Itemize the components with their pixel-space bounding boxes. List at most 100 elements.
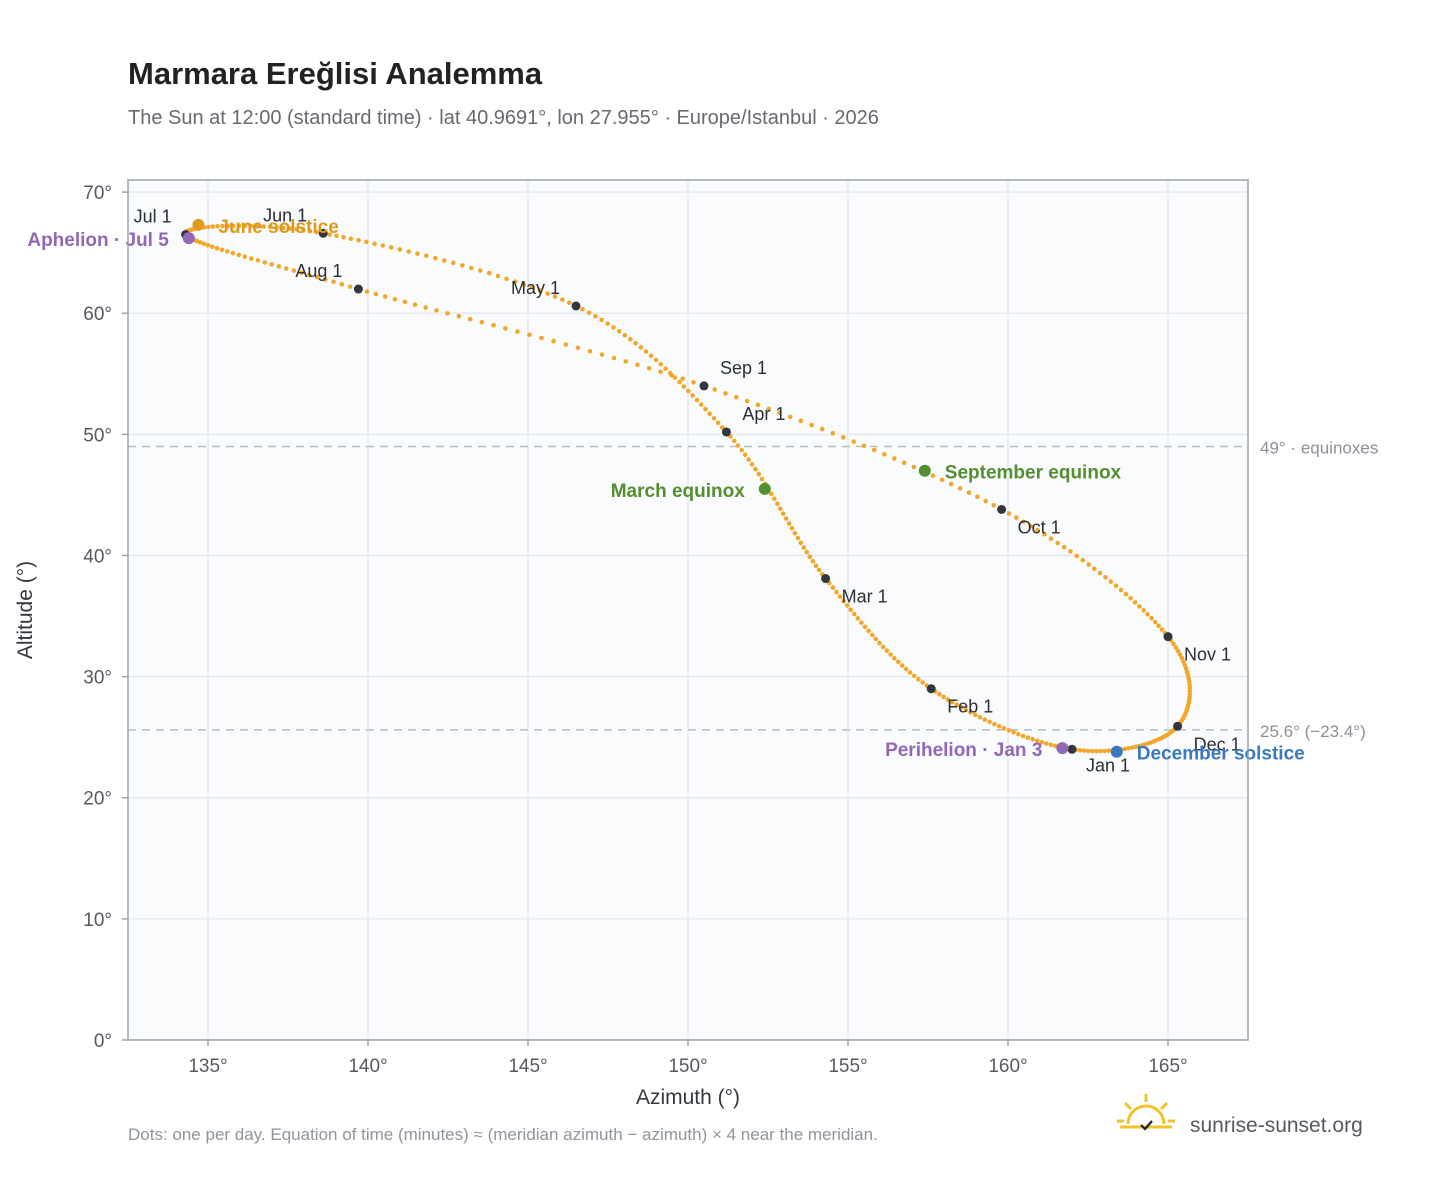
day-dot [1021, 519, 1026, 525]
day-dot [813, 563, 819, 568]
sun-logo-icon [1117, 1094, 1175, 1131]
day-dot [801, 545, 807, 550]
day-dot [231, 223, 236, 229]
day-dot [225, 249, 230, 254]
day-dot [479, 319, 485, 325]
day-dot [1035, 527, 1040, 533]
month-marker [318, 228, 328, 238]
month-marker [721, 427, 731, 437]
day-dot [1108, 579, 1114, 584]
footnote: Dots: one per day. Equation of time (min… [128, 1125, 878, 1144]
day-dot [1126, 746, 1131, 751]
day-dot [495, 273, 501, 279]
day-dot [690, 393, 695, 398]
day-dot [433, 255, 438, 261]
day-dot [611, 325, 616, 330]
day-dot [911, 464, 917, 470]
day-dot [242, 254, 248, 259]
day-dot [373, 291, 379, 297]
day-dot [892, 456, 897, 461]
day-dot [707, 411, 712, 417]
day-dot [861, 443, 867, 449]
day-dot [945, 697, 951, 702]
day-dot [901, 460, 907, 466]
day-dot [294, 227, 300, 232]
day-dot [214, 245, 220, 251]
day-dot [1137, 604, 1142, 609]
day-dot [769, 491, 774, 497]
day-dot [521, 282, 526, 287]
day-dot [859, 620, 864, 625]
month-label: Apr 1 [742, 404, 785, 424]
day-dot [1106, 748, 1111, 753]
reference-line-label: 25.6° (−23.4°) [1260, 722, 1366, 741]
day-dot [236, 252, 242, 258]
day-dot [424, 253, 429, 259]
day-dot [1094, 748, 1099, 754]
day-dot [680, 376, 685, 382]
day-dot [1175, 648, 1181, 654]
day-dot [1156, 623, 1161, 629]
day-dot [307, 272, 312, 278]
day-dot [599, 317, 604, 323]
day-dot [388, 245, 394, 250]
day-dot [968, 710, 973, 715]
day-dot [364, 239, 369, 245]
day-dot [653, 357, 659, 363]
day-dot [1137, 743, 1142, 749]
day-dot [851, 439, 856, 444]
day-dot [966, 490, 972, 495]
day-dot [973, 712, 978, 718]
day-dot [236, 223, 242, 229]
day-dot [884, 648, 890, 653]
day-dot [739, 447, 744, 453]
day-dot [882, 452, 887, 457]
day-dot [515, 329, 520, 334]
day-dot [1086, 562, 1091, 567]
day-dot [1080, 557, 1086, 563]
day-dot [205, 242, 211, 248]
day-dot [1081, 748, 1087, 753]
day-dot [372, 241, 377, 246]
day-dot [599, 352, 605, 357]
event-marker [1110, 745, 1123, 758]
y-tick-label: 0° [94, 1031, 112, 1052]
event-marker [182, 232, 195, 245]
reference-line-label: 49° · equinoxes [1260, 438, 1378, 457]
day-dot [1159, 627, 1165, 632]
day-dot [551, 338, 556, 344]
x-tick-label: 140° [348, 1056, 387, 1077]
day-dot [242, 223, 248, 229]
day-dot [778, 506, 783, 512]
day-dot [527, 332, 532, 338]
day-dot [635, 362, 640, 368]
day-dot [611, 355, 617, 361]
day-dot [341, 234, 346, 240]
day-dot [274, 225, 280, 230]
day-dot [469, 265, 474, 271]
day-dot [983, 498, 988, 504]
y-tick-label: 70° [83, 183, 112, 204]
day-dot [291, 268, 297, 273]
day-dot [663, 366, 668, 372]
month-marker [821, 574, 831, 584]
day-dot [837, 594, 843, 599]
month-marker [1173, 721, 1183, 731]
day-dot [939, 477, 945, 483]
day-dot [339, 281, 345, 287]
day-dot [402, 299, 408, 305]
day-dot [1055, 540, 1060, 546]
day-dot [1048, 742, 1054, 748]
day-dot [798, 418, 804, 424]
day-dot [281, 225, 286, 231]
x-tick-label: 165° [1148, 1056, 1187, 1077]
day-dot [587, 348, 593, 354]
month-marker [1163, 632, 1173, 642]
day-dot [880, 644, 886, 650]
x-tick-label: 145° [508, 1056, 547, 1077]
day-dot [1141, 742, 1146, 748]
day-dot [1030, 737, 1035, 742]
day-dot [775, 501, 780, 507]
day-dot [807, 554, 813, 559]
day-dot [792, 530, 798, 536]
